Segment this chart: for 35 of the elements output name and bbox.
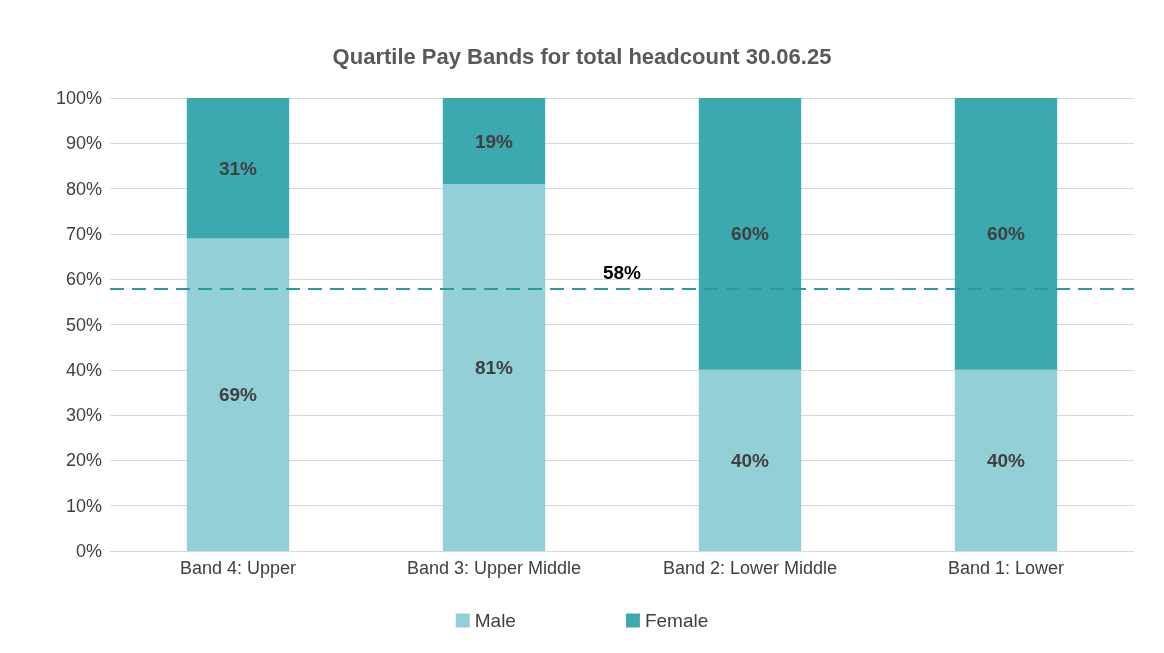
x-tick-label: Band 4: Upper <box>179 558 297 578</box>
y-tick-label: 80% <box>65 178 102 199</box>
x-tick-label: Band 1: Lower <box>947 558 1065 578</box>
bar <box>698 369 802 551</box>
y-tick-label: 50% <box>65 314 102 335</box>
bar <box>186 98 290 239</box>
chart-title: Quartile Pay Bands for total headcount 30.06.25 <box>332 43 832 69</box>
bar <box>186 238 290 551</box>
y-tick-label: 100% <box>55 88 102 108</box>
y-tick-label: 60% <box>65 269 102 290</box>
y-tick-label: 40% <box>65 359 102 380</box>
bar <box>442 98 546 185</box>
y-tick-label: 30% <box>65 405 102 426</box>
legend-label: Female <box>644 610 709 631</box>
data-label: 69% <box>218 384 258 406</box>
y-tick-label: 70% <box>65 223 102 244</box>
x-tick-label: Band 3: Upper Middle <box>406 558 582 578</box>
y-tick-label: 0% <box>75 541 102 561</box>
data-label: 60% <box>730 223 770 245</box>
ref-line-label: 58% <box>602 262 642 284</box>
data-label: 40% <box>730 449 770 471</box>
y-tick-label: 90% <box>65 133 102 154</box>
x-tick-label: Band 2: Lower Middle <box>662 558 838 578</box>
data-label: 60% <box>986 223 1026 245</box>
bar <box>698 98 802 370</box>
y-tick-label: 10% <box>65 495 102 516</box>
bar <box>954 369 1058 551</box>
bar <box>442 184 546 551</box>
data-label: 81% <box>474 357 514 379</box>
data-label: 40% <box>986 449 1026 471</box>
data-label: 19% <box>474 130 514 152</box>
legend-label: Male <box>474 610 516 631</box>
bar <box>954 98 1058 370</box>
data-label: 31% <box>218 157 258 179</box>
y-tick-label: 20% <box>65 450 102 471</box>
